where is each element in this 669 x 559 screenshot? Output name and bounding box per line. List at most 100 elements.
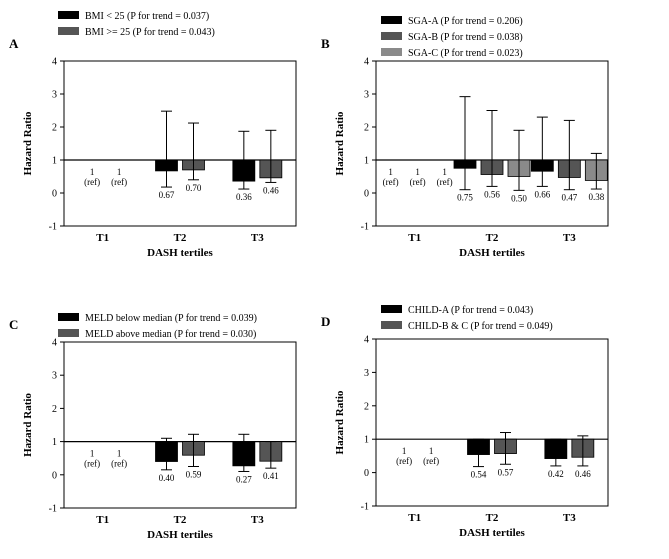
y-axis-label: Hazard Ratio [334, 111, 346, 175]
legend-entry: SGA-C (P for trend = 0.023) [408, 48, 523, 59]
panel-letter: A [9, 36, 19, 51]
y-axis-label: Hazard Ratio [22, 393, 34, 457]
y-tick-label: -1 [361, 222, 369, 233]
chart-panel-b: B SGA-A (P for trend = 0.206) SGA-B (P for… [321, 16, 609, 259]
y-tick-label: -1 [361, 502, 369, 513]
legend-swatch [58, 313, 79, 321]
ref-note-label: (ref) [383, 177, 399, 187]
legend-swatch [381, 16, 402, 24]
legend-swatch [381, 305, 402, 313]
panel-letter: D [321, 314, 330, 329]
data-label: 0.40 [159, 473, 175, 483]
ref-value-label: 1 [442, 167, 447, 177]
y-tick-label: 0 [52, 189, 57, 200]
y-tick-label: 1 [52, 156, 57, 167]
ref-note-label: (ref) [396, 456, 412, 466]
y-tick-label: 2 [52, 123, 57, 134]
y-axis-label: Hazard Ratio [22, 111, 34, 175]
y-tick-label: 0 [364, 468, 369, 479]
y-tick-label: 3 [52, 371, 57, 382]
plot-frame [63, 60, 297, 227]
data-label: 0.47 [561, 193, 577, 203]
data-label: 0.41 [263, 471, 279, 481]
panel-letter: B [321, 36, 330, 51]
data-label: 0.57 [498, 467, 514, 477]
x-tick-label: T1 [96, 232, 109, 244]
x-tick-label: T3 [251, 232, 264, 244]
legend-entry: SGA-B (P for trend = 0.038) [408, 32, 523, 43]
legend-swatch [381, 321, 402, 329]
legend-swatch [381, 48, 402, 56]
y-tick-label: 3 [364, 90, 369, 101]
y-tick-label: 0 [364, 189, 369, 200]
y-tick-label: 4 [364, 335, 369, 346]
legend-entry: CHILD-A (P for trend = 0.043) [408, 305, 533, 316]
y-tick-label: 3 [364, 368, 369, 379]
chart-panel-c: C MELD below median (P for trend = 0.039)… [9, 313, 297, 541]
x-axis-label: DASH tertiles [459, 247, 525, 259]
ref-note-label: (ref) [423, 456, 439, 466]
ref-value-label: 1 [90, 167, 95, 177]
plot-frame [375, 338, 609, 507]
chart-panel-d: D CHILD-A (P for trend = 0.043) CHILD-B & … [321, 305, 609, 539]
x-tick-label: T1 [408, 232, 421, 244]
data-label: 0.27 [236, 474, 252, 484]
data-label: 0.36 [236, 192, 252, 202]
y-tick-label: 2 [364, 123, 369, 134]
chart-panel-a: A BMI < 25 (P for trend = 0.037) BMI >= 25… [9, 11, 297, 259]
x-tick-label: T1 [408, 512, 421, 524]
legend-entry: MELD above median (P for trend = 0.030) [85, 329, 256, 340]
y-tick-label: 1 [364, 156, 369, 167]
x-tick-label: T2 [174, 514, 187, 526]
x-tick-label: T3 [251, 514, 264, 526]
data-label: 0.56 [484, 189, 500, 199]
y-tick-label: 4 [52, 57, 57, 68]
ref-note-label: (ref) [111, 177, 127, 187]
plot-frame [63, 341, 297, 509]
y-tick-label: 1 [52, 437, 57, 448]
data-label: 0.59 [186, 470, 202, 480]
x-axis-label: DASH tertiles [459, 527, 525, 539]
x-axis-label: DASH tertiles [147, 247, 213, 259]
data-label: 0.54 [471, 470, 487, 480]
ref-value-label: 1 [117, 167, 122, 177]
plot-frame [375, 60, 609, 227]
legend-entry: CHILD-B & C (P for trend = 0.049) [408, 321, 553, 332]
x-tick-label: T1 [96, 514, 109, 526]
y-tick-label: 2 [52, 404, 57, 415]
data-label: 0.46 [263, 185, 279, 195]
x-tick-label: T3 [563, 232, 576, 244]
ref-value-label: 1 [90, 449, 95, 459]
legend-entry: MELD below median (P for trend = 0.039) [85, 313, 257, 324]
legend-entry: SGA-A (P for trend = 0.206) [408, 16, 523, 27]
y-tick-label: 0 [52, 470, 57, 481]
ref-value-label: 1 [429, 446, 434, 456]
ref-note-label: (ref) [111, 459, 127, 469]
ref-value-label: 1 [117, 449, 122, 459]
legend-entry: BMI >= 25 (P for trend = 0.043) [85, 27, 215, 38]
y-tick-label: -1 [49, 222, 57, 233]
ref-note-label: (ref) [84, 459, 100, 469]
x-axis-label: DASH tertiles [147, 529, 213, 541]
y-tick-label: 4 [52, 338, 57, 349]
data-label: 0.70 [186, 183, 202, 193]
ref-note-label: (ref) [437, 177, 453, 187]
ref-note-label: (ref) [84, 177, 100, 187]
panel-letter: C [9, 317, 18, 332]
y-tick-label: 4 [364, 57, 369, 68]
data-label: 0.42 [548, 469, 564, 479]
data-label: 0.67 [159, 190, 175, 200]
x-tick-label: T2 [486, 232, 499, 244]
ref-value-label: 1 [402, 446, 407, 456]
data-label: 0.50 [511, 193, 527, 203]
data-label: 0.75 [457, 193, 473, 203]
legend-swatch [381, 32, 402, 40]
y-tick-label: 1 [364, 435, 369, 446]
data-label: 0.38 [588, 192, 604, 202]
y-tick-label: 2 [364, 401, 369, 412]
legend-entry: BMI < 25 (P for trend = 0.037) [85, 11, 209, 22]
x-tick-label: T2 [486, 512, 499, 524]
data-label: 0.66 [534, 189, 550, 199]
legend-swatch [58, 11, 79, 19]
